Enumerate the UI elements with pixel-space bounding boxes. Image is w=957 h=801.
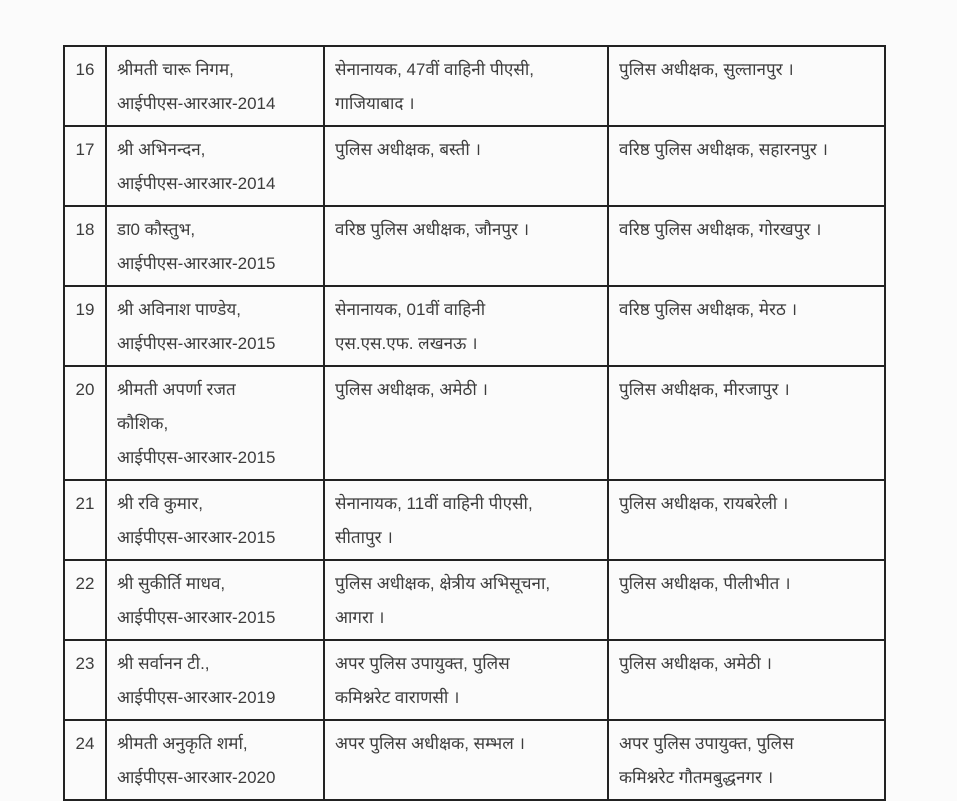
cell-text-line: श्री अविनाश पाण्डेय,	[117, 300, 241, 319]
cell-text-line: सीतापुर ।	[335, 528, 393, 547]
serial-number-cell: 18	[63, 205, 107, 287]
new-post-cell: पुलिस अधीक्षक, रायबरेली ।	[607, 479, 886, 561]
cell-text-line: श्री रवि कुमार,	[117, 494, 203, 513]
cell-text-line: आईपीएस-आरआर-2014	[117, 174, 276, 193]
serial-number-cell: 19	[63, 285, 107, 367]
cell-text-line: कमिश्नरेट गौतमबुद्धनगर ।	[619, 768, 774, 787]
officer-name-cell: श्री सुकीर्ति माधव, आईपीएस-आरआर-2015	[105, 559, 325, 641]
officer-name-cell: श्री अभिनन्दन, आईपीएस-आरआर-2014	[105, 125, 325, 207]
officer-name-cell: श्रीमती अनुकृति शर्मा, आईपीएस-आरआर-2020	[105, 719, 325, 801]
cell-text-line: आईपीएस-आरआर-2015	[117, 334, 276, 353]
officers-transfer-table: 16 श्रीमती चारू निगम, आईपीएस-आरआर-2014 से…	[63, 45, 886, 801]
new-post-cell: वरिष्ठ पुलिस अधीक्षक, मेरठ ।	[607, 285, 886, 367]
current-post-cell: अपर पुलिस अधीक्षक, सम्भल ।	[323, 719, 609, 801]
cell-text-line: आईपीएस-आरआर-2015	[117, 608, 276, 627]
cell-text-line: आईपीएस-आरआर-2015	[117, 254, 276, 273]
cell-text-line: पुलिस अधीक्षक, अमेठी ।	[335, 380, 488, 399]
officer-name-cell: श्री अविनाश पाण्डेय, आईपीएस-आरआर-2015	[105, 285, 325, 367]
cell-text-line: पुलिस अधीक्षक, अमेठी ।	[619, 654, 772, 673]
new-post-cell: पुलिस अधीक्षक, पीलीभीत ।	[607, 559, 886, 641]
table-row: 24 श्रीमती अनुकृति शर्मा, आईपीएस-आरआर-202…	[63, 719, 886, 801]
current-post-cell: सेनानायक, 47वीं वाहिनी पीएसी, गाजियाबाद ।	[323, 45, 609, 127]
table-row: 16 श्रीमती चारू निगम, आईपीएस-आरआर-2014 से…	[63, 45, 886, 127]
current-post-cell: वरिष्ठ पुलिस अधीक्षक, जौनपुर ।	[323, 205, 609, 287]
cell-text-line: आईपीएस-आरआर-2015	[117, 528, 276, 547]
cell-text-line: अपर पुलिस अधीक्षक, सम्भल ।	[335, 734, 525, 753]
serial-number-cell: 23	[63, 639, 107, 721]
cell-text-line: श्री सर्वानन टी.,	[117, 654, 210, 673]
cell-text-line: कमिश्नरेट वाराणसी ।	[335, 688, 460, 707]
cell-text-line: वरिष्ठ पुलिस अधीक्षक, जौनपुर ।	[335, 220, 530, 239]
serial-number-cell: 16	[63, 45, 107, 127]
cell-text-line: वरिष्ठ पुलिस अधीक्षक, गोरखपुर ।	[619, 220, 822, 239]
current-post-cell: पुलिस अधीक्षक, अमेठी ।	[323, 365, 609, 481]
cell-text-line: आईपीएस-आरआर-2019	[117, 688, 276, 707]
cell-text-line: श्रीमती अपर्णा रजत	[117, 380, 236, 399]
officer-name-cell: श्री रवि कुमार, आईपीएस-आरआर-2015	[105, 479, 325, 561]
cell-text-line: कौशिक,	[117, 414, 169, 433]
serial-number-cell: 20	[63, 365, 107, 481]
new-post-cell: अपर पुलिस उपायुक्त, पुलिस कमिश्नरेट गौतमब…	[607, 719, 886, 801]
current-post-cell: पुलिस अधीक्षक, क्षेत्रीय अभिसूचना, आगरा ।	[323, 559, 609, 641]
officer-name-cell: डा0 कौस्तुभ, आईपीएस-आरआर-2015	[105, 205, 325, 287]
cell-text-line: अपर पुलिस उपायुक्त, पुलिस	[335, 654, 510, 673]
cell-text-line: श्रीमती चारू निगम,	[117, 60, 234, 79]
table-row: 17 श्री अभिनन्दन, आईपीएस-आरआर-2014 पुलिस …	[63, 125, 886, 207]
officer-name-cell: श्रीमती अपर्णा रजत कौशिक, आईपीएस-आरआर-2015	[105, 365, 325, 481]
table-row: 20 श्रीमती अपर्णा रजत कौशिक, आईपीएस-आरआर-2…	[63, 365, 886, 481]
cell-text-line: सेनानायक, 11वीं वाहिनी पीएसी,	[335, 494, 533, 513]
cell-text-line: पुलिस अधीक्षक, पीलीभीत ।	[619, 574, 791, 593]
table-row: 19 श्री अविनाश पाण्डेय, आईपीएस-आरआर-2015 …	[63, 285, 886, 367]
cell-text-line: पुलिस अधीक्षक, मीरजापुर ।	[619, 380, 790, 399]
current-post-cell: सेनानायक, 11वीं वाहिनी पीएसी, सीतापुर ।	[323, 479, 609, 561]
new-post-cell: वरिष्ठ पुलिस अधीक्षक, गोरखपुर ।	[607, 205, 886, 287]
cell-text-line: पुलिस अधीक्षक, बस्ती ।	[335, 140, 481, 159]
cell-text-line: श्री अभिनन्दन,	[117, 140, 206, 159]
cell-text-line: वरिष्ठ पुलिस अधीक्षक, सहारनपुर ।	[619, 140, 828, 159]
serial-number-cell: 21	[63, 479, 107, 561]
new-post-cell: वरिष्ठ पुलिस अधीक्षक, सहारनपुर ।	[607, 125, 886, 207]
serial-number-cell: 24	[63, 719, 107, 801]
cell-text-line: आईपीएस-आरआर-2014	[117, 94, 276, 113]
cell-text-line: पुलिस अधीक्षक, क्षेत्रीय अभिसूचना,	[335, 574, 551, 593]
serial-number-cell: 22	[63, 559, 107, 641]
officer-name-cell: श्री सर्वानन टी., आईपीएस-आरआर-2019	[105, 639, 325, 721]
cell-text-line: सेनानायक, 01वीं वाहिनी	[335, 300, 486, 319]
cell-text-line: डा0 कौस्तुभ,	[117, 220, 196, 239]
table-row: 21 श्री रवि कुमार, आईपीएस-आरआर-2015 सेनान…	[63, 479, 886, 561]
cell-text-line: श्रीमती अनुकृति शर्मा,	[117, 734, 248, 753]
table-row: 22 श्री सुकीर्ति माधव, आईपीएस-आरआर-2015 प…	[63, 559, 886, 641]
cell-text-line: एस.एस.एफ. लखनऊ ।	[335, 334, 478, 353]
current-post-cell: सेनानायक, 01वीं वाहिनी एस.एस.एफ. लखनऊ ।	[323, 285, 609, 367]
table-row: 23 श्री सर्वानन टी., आईपीएस-आरआर-2019 अपर…	[63, 639, 886, 721]
new-post-cell: पुलिस अधीक्षक, मीरजापुर ।	[607, 365, 886, 481]
new-post-cell: पुलिस अधीक्षक, अमेठी ।	[607, 639, 886, 721]
cell-text-line: आईपीएस-आरआर-2020	[117, 768, 276, 787]
table-row: 18 डा0 कौस्तुभ, आईपीएस-आरआर-2015 वरिष्ठ प…	[63, 205, 886, 287]
new-post-cell: पुलिस अधीक्षक, सुल्तानपुर ।	[607, 45, 886, 127]
cell-text-line: आगरा ।	[335, 608, 385, 627]
table-body: 16 श्रीमती चारू निगम, आईपीएस-आरआर-2014 से…	[63, 45, 886, 801]
cell-text-line: पुलिस अधीक्षक, रायबरेली ।	[619, 494, 789, 513]
cell-text-line: गाजियाबाद ।	[335, 94, 415, 113]
current-post-cell: अपर पुलिस उपायुक्त, पुलिस कमिश्नरेट वाराण…	[323, 639, 609, 721]
cell-text-line: आईपीएस-आरआर-2015	[117, 448, 276, 467]
cell-text-line: पुलिस अधीक्षक, सुल्तानपुर ।	[619, 60, 794, 79]
cell-text-line: अपर पुलिस उपायुक्त, पुलिस	[619, 734, 794, 753]
cell-text-line: वरिष्ठ पुलिस अधीक्षक, मेरठ ।	[619, 300, 798, 319]
serial-number-cell: 17	[63, 125, 107, 207]
officer-name-cell: श्रीमती चारू निगम, आईपीएस-आरआर-2014	[105, 45, 325, 127]
cell-text-line: सेनानायक, 47वीं वाहिनी पीएसी,	[335, 60, 534, 79]
current-post-cell: पुलिस अधीक्षक, बस्ती ।	[323, 125, 609, 207]
cell-text-line: श्री सुकीर्ति माधव,	[117, 574, 226, 593]
